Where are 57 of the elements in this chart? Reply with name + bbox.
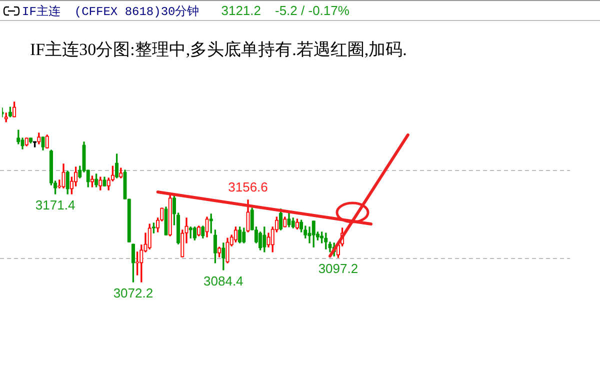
- candlestick: [94, 174, 98, 188]
- candlestick: [234, 226, 238, 242]
- candlestick: [152, 222, 156, 234]
- candlestick: [90, 176, 94, 188]
- candlestick: [328, 242, 332, 252]
- chart-title: IF主连30分图:整理中,多头底单持有.若遇红圈,加码.: [30, 39, 407, 61]
- candlestick: [262, 226, 266, 252]
- candlestick: [106, 178, 110, 190]
- candlestick: [278, 208, 283, 230]
- candlestick: [196, 226, 201, 236]
- candlestick: [209, 214, 213, 234]
- candlestick: [205, 216, 209, 238]
- candlestick: [164, 206, 168, 236]
- candlestick: [148, 224, 152, 250]
- candlestick: [123, 170, 127, 200]
- candlestick: [127, 198, 131, 242]
- candlestick: [266, 232, 270, 248]
- candlestick: [201, 226, 205, 238]
- text: -5.2 / -0.17%: [275, 2, 350, 20]
- candlestick: [131, 244, 136, 282]
- candlestick: [192, 226, 197, 240]
- candlestick: [242, 228, 246, 244]
- text: IF主连: [22, 4, 60, 21]
- annotation: 3171.4: [35, 198, 76, 213]
- annotation: 3072.2: [113, 286, 154, 301]
- candlestick: [32, 141, 37, 148]
- candlestick: [119, 168, 123, 178]
- candlestick: [188, 226, 192, 238]
- candlestick: [135, 252, 140, 276]
- annotation: 3097.2: [318, 261, 358, 276]
- candlestick: [102, 176, 106, 186]
- candlestick: [213, 230, 218, 264]
- candlestick: [168, 194, 172, 236]
- candlestick: [226, 238, 230, 264]
- candlestick: [62, 164, 66, 188]
- annotation: 3156.6: [228, 180, 268, 194]
- candlestick: [312, 220, 316, 248]
- candlestick: [283, 216, 287, 228]
- text: (CFFEX 8618)30分钟: [74, 4, 200, 21]
- candlestick: [41, 136, 45, 150]
- text: 3121.2: [221, 2, 261, 20]
- candlestick: [295, 218, 300, 230]
- candlestick: [45, 134, 49, 148]
- candlestick: [28, 138, 33, 144]
- candlestick: [24, 138, 28, 146]
- candlestick: [250, 208, 254, 230]
- candlestick: [238, 226, 242, 244]
- annotation: 3084.4: [204, 274, 244, 289]
- candlestick: [246, 200, 250, 232]
- candlestick: [4, 112, 8, 122]
- candlestick: [66, 170, 70, 194]
- candlestick: [12, 102, 16, 118]
- candlestick: [20, 138, 24, 150]
- candlestick: [98, 176, 102, 190]
- candlestick: [217, 246, 222, 258]
- candlestick: [37, 132, 41, 144]
- candlestick: [114, 154, 119, 178]
